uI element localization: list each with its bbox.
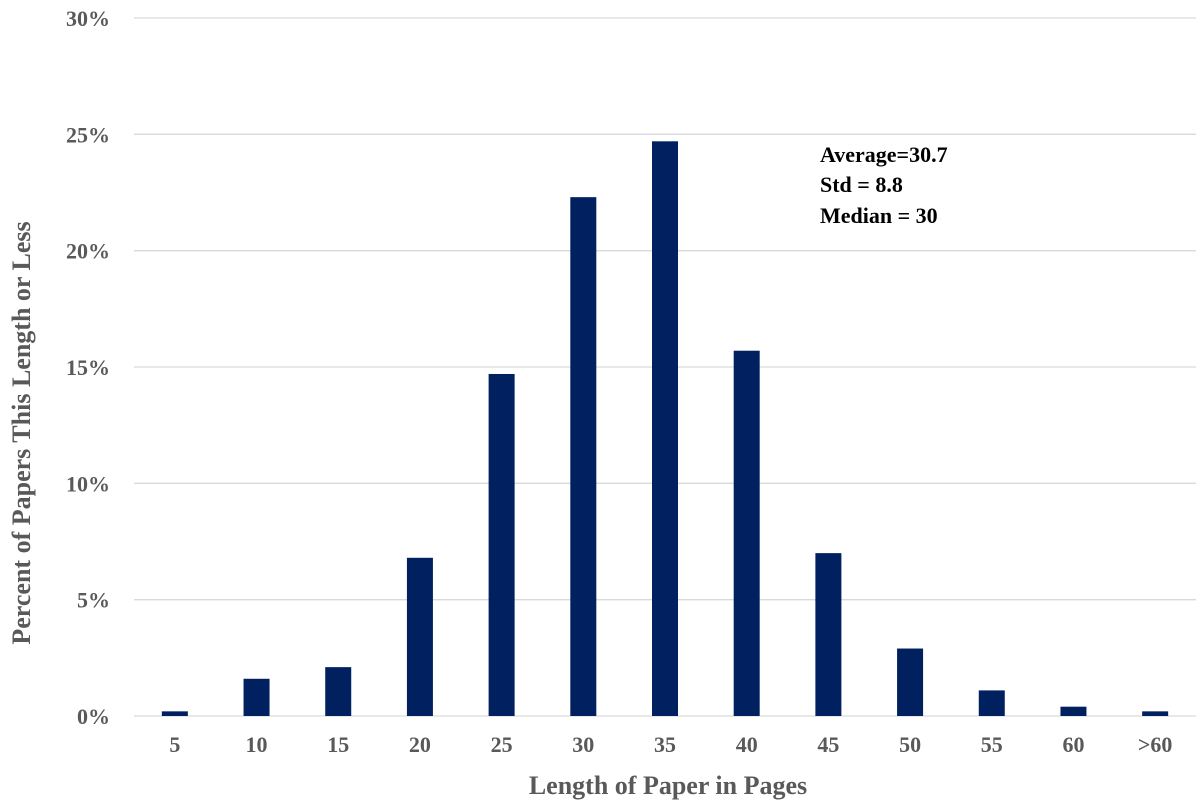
x-axis-ticks: 5 10 15 20 25 30 35 40 45 50 55 60 >60 bbox=[169, 732, 1172, 757]
bar-20 bbox=[406, 557, 433, 716]
bar-25 bbox=[488, 373, 515, 716]
x-tick-label: 60 bbox=[1062, 732, 1084, 757]
bar-15 bbox=[325, 667, 352, 716]
bar-5 bbox=[161, 711, 188, 716]
x-tick-label: >60 bbox=[1138, 732, 1173, 757]
bar-30 bbox=[570, 197, 597, 717]
y-tick-label: 30% bbox=[66, 6, 110, 31]
bar-35 bbox=[652, 141, 678, 716]
bar-10 bbox=[243, 678, 270, 716]
x-tick-label: 40 bbox=[736, 732, 758, 757]
y-tick-label: 10% bbox=[66, 471, 110, 496]
x-tick-label: 15 bbox=[327, 732, 349, 757]
stats-annotation: Average=30.7 Std = 8.8 Median = 30 bbox=[820, 142, 948, 228]
bar-50 bbox=[897, 648, 924, 716]
y-tick-label: 25% bbox=[66, 122, 110, 147]
bar-gt60 bbox=[1142, 711, 1169, 716]
y-tick-label: 5% bbox=[77, 588, 110, 613]
bar-55 bbox=[978, 690, 1005, 716]
stats-average: Average=30.7 bbox=[820, 142, 948, 167]
y-tick-label: 20% bbox=[66, 239, 110, 264]
y-tick-label: 15% bbox=[66, 355, 110, 380]
y-tick-label: 0% bbox=[77, 704, 110, 729]
x-axis-title: Length of Paper in Pages bbox=[529, 771, 807, 800]
x-tick-label: 55 bbox=[981, 732, 1003, 757]
x-tick-label: 45 bbox=[817, 732, 839, 757]
x-tick-label: 50 bbox=[899, 732, 921, 757]
x-tick-label: 30 bbox=[572, 732, 594, 757]
x-tick-label: 10 bbox=[246, 732, 268, 757]
bar-45 bbox=[815, 553, 842, 716]
y-axis-title: Percent of Papers This Length or Less bbox=[7, 221, 36, 644]
bar-40 bbox=[733, 350, 760, 716]
x-tick-label: 5 bbox=[169, 732, 180, 757]
x-tick-label: 25 bbox=[491, 732, 513, 757]
bars bbox=[161, 141, 1169, 717]
x-tick-label: 20 bbox=[409, 732, 431, 757]
stats-std: Std = 8.8 bbox=[820, 172, 903, 197]
y-axis-ticks: 0% 5% 10% 15% 20% 25% 30% bbox=[66, 6, 110, 729]
x-tick-label: 35 bbox=[654, 732, 676, 757]
stats-median: Median = 30 bbox=[820, 203, 938, 228]
bar-60 bbox=[1060, 706, 1087, 716]
